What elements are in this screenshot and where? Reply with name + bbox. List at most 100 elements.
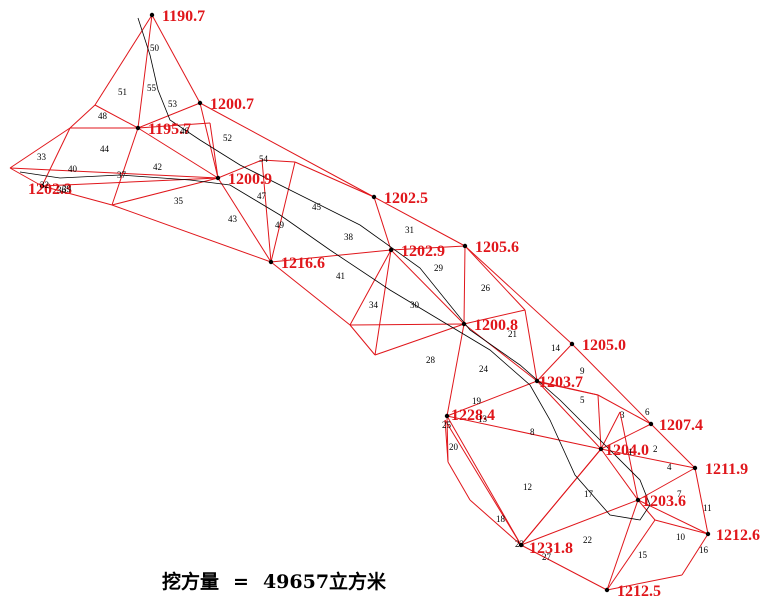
tin-edge — [606, 519, 656, 591]
tin-edge — [209, 122, 219, 179]
tin-edge — [294, 161, 375, 198]
tin-edge — [69, 104, 96, 129]
tin-edge — [600, 411, 621, 450]
elevation-label: 1231.8 — [529, 540, 573, 557]
tin-edge — [374, 323, 465, 356]
elevation-label: 1204.0 — [605, 442, 649, 459]
triangulation-edges — [9, 14, 709, 591]
tin-edge — [606, 574, 683, 591]
tin-edge — [524, 309, 538, 382]
survey-point — [268, 259, 274, 265]
survey-point — [534, 378, 540, 384]
tin-edge — [694, 467, 709, 535]
tin-edge — [600, 448, 639, 501]
tin-edge — [349, 249, 392, 326]
survey-point — [149, 12, 155, 18]
triangle-id: 32 — [40, 180, 49, 190]
triangle-id: 22 — [583, 535, 592, 545]
elevation-label: 1190.7 — [162, 8, 205, 25]
triangle-id: 27 — [542, 552, 552, 562]
tin-edge — [217, 177, 272, 263]
elevation-label: 1200.7 — [210, 96, 254, 113]
tin-edge — [654, 519, 709, 535]
tin-edge — [463, 245, 466, 325]
elevation-label: 1211.9 — [705, 461, 748, 478]
triangle-id: 26 — [481, 283, 491, 293]
tin-edge — [137, 127, 219, 179]
elevation-label: 1205.0 — [582, 337, 626, 354]
tin-edge — [349, 323, 465, 326]
tin-edge — [9, 167, 219, 179]
triangle-id: 41 — [336, 271, 345, 281]
tin-edge — [536, 380, 599, 396]
tin-edge — [41, 177, 219, 187]
tin-edge — [349, 324, 376, 356]
tin-edge — [597, 394, 652, 425]
triangle-id: 47 — [257, 191, 267, 201]
elevation-label: 1212.5 — [617, 583, 661, 600]
tin-edge — [447, 461, 471, 501]
elevation-label: 1195.7 — [148, 121, 191, 138]
survey-point — [598, 446, 604, 452]
elevation-label: 1200.8 — [474, 317, 518, 334]
elevation-label: 1216.6 — [281, 255, 325, 272]
survey-point — [135, 125, 141, 131]
triangle-id: 48 — [98, 111, 108, 121]
tin-edge — [217, 159, 263, 179]
elevation-label: 1202.5 — [384, 190, 428, 207]
tin-edge — [270, 261, 351, 326]
survey-point — [635, 497, 641, 503]
centerline-path — [19, 17, 651, 521]
tin-edge — [446, 380, 538, 417]
survey-point — [462, 243, 468, 249]
tin-edge — [606, 499, 639, 591]
tin-edge — [444, 419, 449, 463]
tin-edge — [464, 245, 526, 311]
tin-edge — [600, 448, 696, 469]
summary-label: 挖方量 — [162, 570, 219, 593]
tin-edge — [520, 448, 602, 546]
triangle-id: 24 — [479, 364, 489, 374]
tin-edge — [94, 14, 153, 106]
triangle-id: 23 — [515, 539, 525, 549]
excavation-summary: 挖方量 = 49657立方米 — [162, 570, 387, 593]
triangle-id: 11 — [703, 503, 712, 513]
tin-edge — [520, 544, 608, 591]
tin-edge — [446, 323, 465, 417]
tin-edge — [390, 249, 465, 325]
tin-edge — [536, 343, 573, 382]
elevation-points: 1190.71200.71195.71202.31200.91202.51205… — [28, 8, 760, 600]
triangle-id: 19 — [472, 396, 482, 406]
triangle-id: 20 — [449, 442, 459, 452]
triangle-id: 54 — [259, 154, 269, 164]
tin-edge — [199, 102, 375, 198]
triangle-id: 8 — [530, 427, 535, 437]
triangle-id: 44 — [100, 144, 110, 154]
triangle-id: 52 — [223, 133, 232, 143]
tin-edge — [571, 343, 652, 425]
triangle-id: 37 — [117, 170, 127, 180]
tin-edge — [199, 102, 219, 179]
triangle-id: 18 — [496, 514, 506, 524]
summary-unit: 立方米 — [329, 570, 387, 593]
survey-point — [692, 465, 698, 471]
triangle-id: 29 — [434, 263, 444, 273]
triangle-id: 3 — [620, 410, 625, 420]
triangle-id: 9 — [580, 366, 585, 376]
survey-point — [39, 183, 45, 189]
tin-edge — [9, 127, 71, 169]
tin-edge — [390, 245, 466, 251]
triangle-id: 15 — [638, 550, 648, 560]
tin-edge — [444, 419, 522, 546]
tin-edge — [9, 167, 43, 187]
triangle-id: 34 — [369, 300, 379, 310]
triangle-id: 39 — [62, 184, 72, 194]
triangle-id: 21 — [508, 329, 517, 339]
tin-edge — [373, 196, 392, 251]
elevation-label: 1202.3 — [28, 181, 72, 198]
elevation-label: 1228.4 — [451, 407, 495, 424]
triangle-id: 25 — [442, 420, 452, 430]
triangle-id: 35 — [174, 196, 184, 206]
triangle-id: 17 — [584, 489, 594, 499]
tin-edge — [650, 423, 696, 469]
